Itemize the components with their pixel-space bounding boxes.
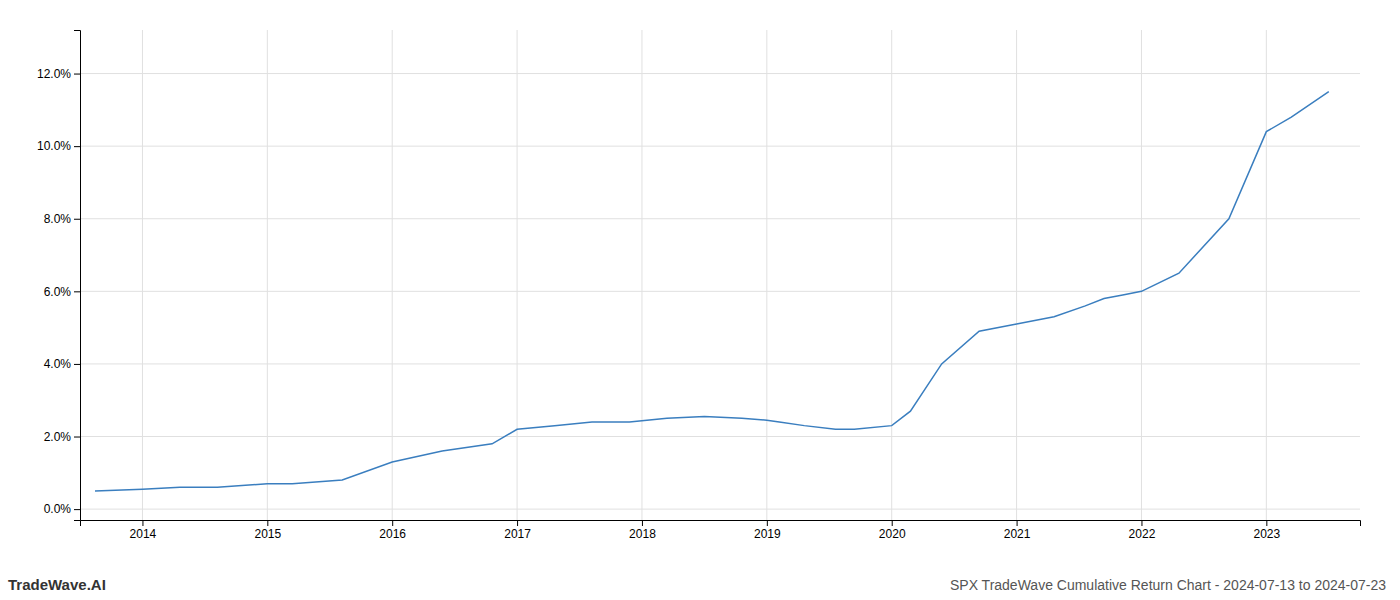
tick-mark bbox=[74, 364, 80, 365]
annotation: TradeWave.AI bbox=[8, 576, 106, 593]
tick: 2014 bbox=[130, 520, 157, 541]
grid-line bbox=[142, 30, 143, 520]
grid-line bbox=[80, 73, 1360, 74]
tick-mark bbox=[1141, 520, 1142, 526]
grid-line bbox=[80, 436, 1360, 437]
tick-label: 2018 bbox=[629, 527, 656, 541]
tick-label: 6.0% bbox=[44, 285, 72, 299]
tick-label: 2019 bbox=[754, 527, 781, 541]
tick-label: 12.0% bbox=[37, 67, 71, 81]
tick-label: 2021 bbox=[1004, 527, 1031, 541]
marks bbox=[95, 92, 1329, 491]
tick-label: 2016 bbox=[379, 527, 406, 541]
tick-label: 2.0% bbox=[44, 430, 72, 444]
tick-label: 2015 bbox=[254, 527, 281, 541]
tick-mark bbox=[642, 520, 643, 526]
tick: 2020 bbox=[879, 520, 906, 541]
tick: 2.0% bbox=[44, 430, 80, 444]
grid-line bbox=[80, 291, 1360, 292]
tick: 2021 bbox=[1004, 520, 1031, 541]
grid-line bbox=[1016, 30, 1017, 520]
tick: 2019 bbox=[754, 520, 781, 541]
axis-line bbox=[74, 31, 81, 521]
grid-line bbox=[392, 30, 393, 520]
tick: 4.0% bbox=[44, 357, 80, 371]
y-axis: 0.0% 2.0% 4.0% 6.0% 8.0% 10.0% 12.0% bbox=[37, 31, 81, 521]
tick: 10.0% bbox=[37, 139, 80, 153]
tick: 2018 bbox=[629, 520, 656, 541]
grid-line bbox=[80, 146, 1360, 147]
tick: 12.0% bbox=[37, 67, 80, 81]
line bbox=[95, 92, 1329, 491]
tick-mark bbox=[517, 520, 518, 526]
title: SPX TradeWave Cumulative Return Chart - … bbox=[950, 577, 1386, 593]
tick-mark bbox=[892, 520, 893, 526]
tick-mark bbox=[142, 520, 143, 526]
tick-label: 2020 bbox=[879, 527, 906, 541]
grid-line bbox=[1266, 30, 1267, 520]
grid-line bbox=[80, 363, 1360, 364]
axis-line bbox=[81, 521, 1361, 527]
tick-label: 2017 bbox=[504, 527, 531, 541]
tick: 6.0% bbox=[44, 285, 80, 299]
grid-line bbox=[1141, 30, 1142, 520]
tick-label: 0.0% bbox=[44, 502, 72, 516]
tick: 2017 bbox=[504, 520, 531, 541]
tick-label: 4.0% bbox=[44, 357, 72, 371]
tick-label: 2022 bbox=[1129, 527, 1156, 541]
tick-label: 2023 bbox=[1253, 527, 1280, 541]
tick-label: 8.0% bbox=[44, 212, 72, 226]
grid-line bbox=[641, 30, 642, 520]
tick-mark bbox=[74, 509, 80, 510]
grid-line bbox=[80, 218, 1360, 219]
grid-line bbox=[80, 509, 1360, 510]
tick-mark bbox=[74, 291, 80, 292]
tick-label: 10.0% bbox=[37, 139, 71, 153]
tick-mark bbox=[767, 520, 768, 526]
tick-mark bbox=[74, 146, 80, 147]
chart: 2014 2015 2016 2017 2018 2019 2020 2021 2022 2023… bbox=[0, 0, 1400, 600]
grid-line bbox=[517, 30, 518, 520]
tick-mark bbox=[1017, 520, 1018, 526]
plot-area: 2014 2015 2016 2017 2018 2019 2020 2021 2022 2023… bbox=[37, 30, 1361, 541]
tick-mark bbox=[1266, 520, 1267, 526]
tick: 2015 bbox=[254, 520, 281, 541]
grid-line bbox=[891, 30, 892, 520]
grid-line bbox=[766, 30, 767, 520]
tick: 2022 bbox=[1129, 520, 1156, 541]
tick-mark bbox=[74, 219, 80, 220]
x-axis: 2014 2015 2016 2017 2018 2019 2020 2021 2022 2023 bbox=[81, 520, 1361, 541]
tick: 8.0% bbox=[44, 212, 80, 226]
grid-line bbox=[267, 30, 268, 520]
tick-mark bbox=[74, 437, 80, 438]
tick: 0.0% bbox=[44, 502, 80, 516]
grid bbox=[80, 30, 1360, 520]
tick-mark bbox=[267, 520, 268, 526]
tick: 2023 bbox=[1253, 520, 1280, 541]
tick-mark bbox=[74, 74, 80, 75]
tick-label: 2014 bbox=[130, 527, 157, 541]
tick: 2016 bbox=[379, 520, 406, 541]
tick-mark bbox=[392, 520, 393, 526]
